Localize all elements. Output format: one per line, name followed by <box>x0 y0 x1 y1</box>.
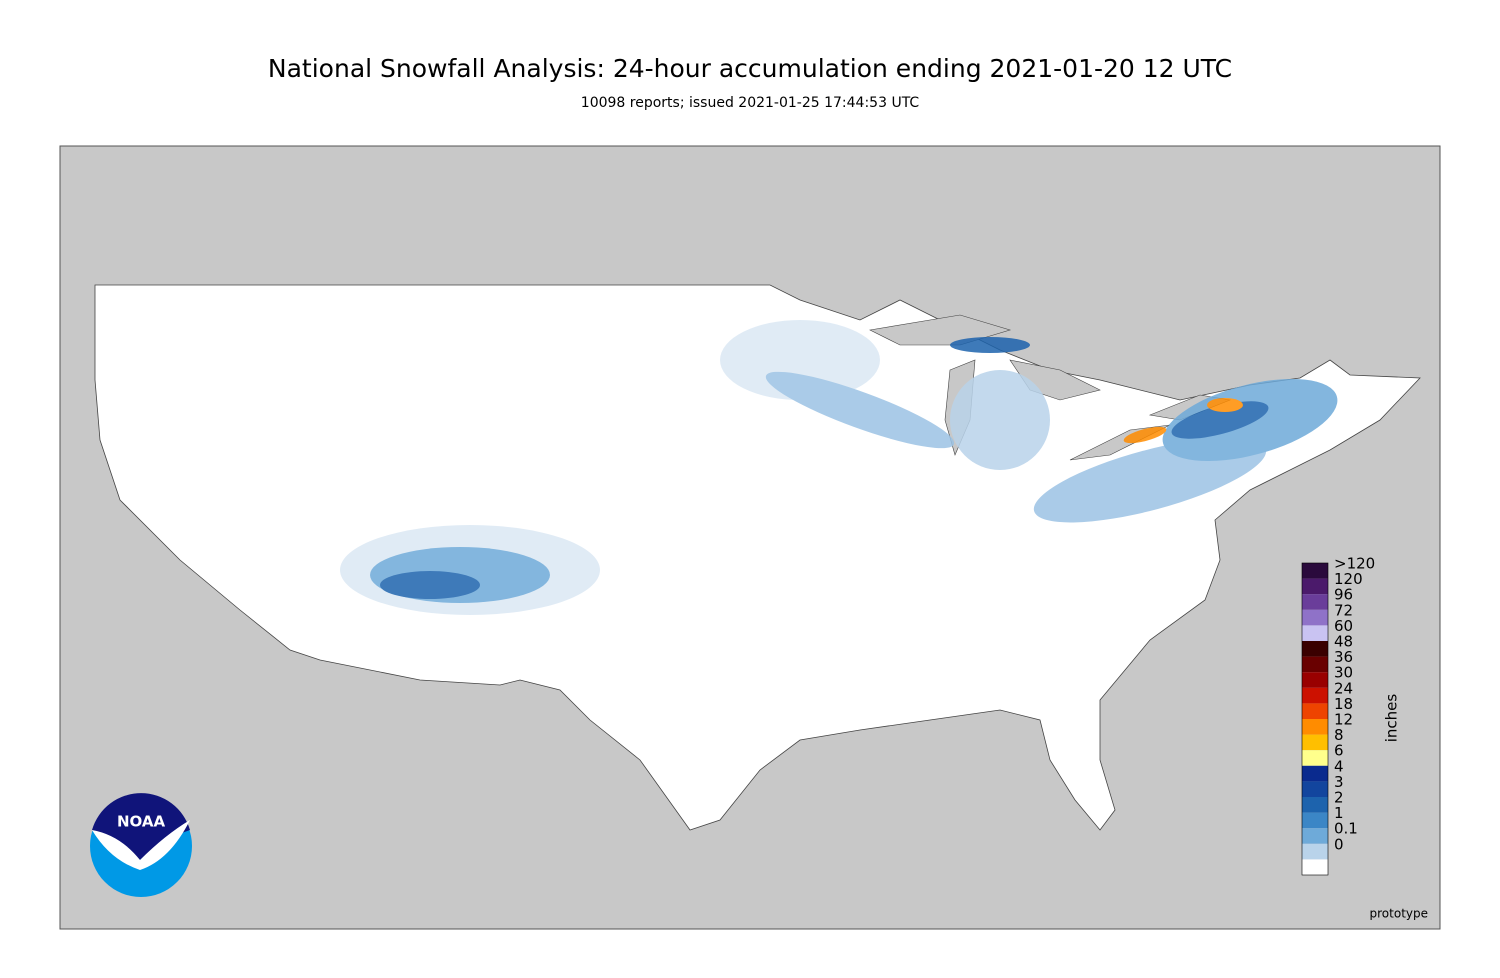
legend-label: 24 <box>1334 679 1353 697</box>
legend-label: 12 <box>1334 711 1353 729</box>
legend-label: 36 <box>1334 648 1353 666</box>
legend-swatch <box>1302 563 1328 579</box>
note: prototype <box>1370 907 1428 921</box>
legend-border <box>1301 562 1329 876</box>
legend-swatch <box>1302 797 1328 813</box>
legend-swatch <box>1302 609 1328 626</box>
noaa-logo: NOAA <box>90 793 192 897</box>
legend-swatch <box>1302 765 1328 782</box>
legend-swatch <box>1302 859 1328 875</box>
legend-swatch <box>1302 656 1328 673</box>
legend-swatch <box>1302 641 1328 657</box>
logo-text: NOAA <box>117 813 166 831</box>
legend-swatch <box>1302 594 1328 610</box>
title: National Snowfall Analysis: 24-hour accu… <box>268 54 1232 83</box>
legend-swatch <box>1302 578 1328 595</box>
legend-unit: inches <box>1383 694 1401 743</box>
map: NOAA prototype <box>59 145 1441 930</box>
legend-label: 8 <box>1334 726 1344 744</box>
legend-swatch <box>1302 687 1328 704</box>
legend-label: 0 <box>1334 835 1344 853</box>
legend-swatch <box>1302 812 1328 829</box>
legend: inches >1201209672604836302418128643210.… <box>1301 555 1401 876</box>
legend-label: 96 <box>1334 586 1353 604</box>
legend-label: 1 <box>1334 804 1344 822</box>
legend-swatch <box>1302 719 1328 735</box>
legend-label: 30 <box>1334 664 1353 682</box>
legend-swatch <box>1302 672 1328 688</box>
legend-label: 3 <box>1334 773 1344 791</box>
legend-label: 48 <box>1334 633 1353 651</box>
legend-label: >120 <box>1334 555 1375 573</box>
legend-label: 2 <box>1334 789 1344 807</box>
legend-label: 60 <box>1334 617 1353 635</box>
legend-swatch <box>1302 750 1328 766</box>
legend-swatch <box>1302 781 1328 797</box>
legend-label: 6 <box>1334 742 1344 760</box>
legend-swatch <box>1302 703 1328 719</box>
legend-swatch <box>1302 625 1328 641</box>
legend-swatch <box>1302 734 1328 751</box>
legend-label: 0.1 <box>1334 820 1358 838</box>
legend-swatch <box>1302 828 1328 844</box>
legend-label: 120 <box>1334 570 1363 588</box>
legend-label: 4 <box>1334 757 1344 775</box>
legend-label: 18 <box>1334 695 1353 713</box>
legend-label: 72 <box>1334 601 1353 619</box>
legend-swatch <box>1302 843 1328 860</box>
subtitle: 10098 reports; issued 2021-01-25 17:44:5… <box>581 95 920 111</box>
us-land <box>94 284 1421 831</box>
snowfall-areas <box>340 320 1338 615</box>
